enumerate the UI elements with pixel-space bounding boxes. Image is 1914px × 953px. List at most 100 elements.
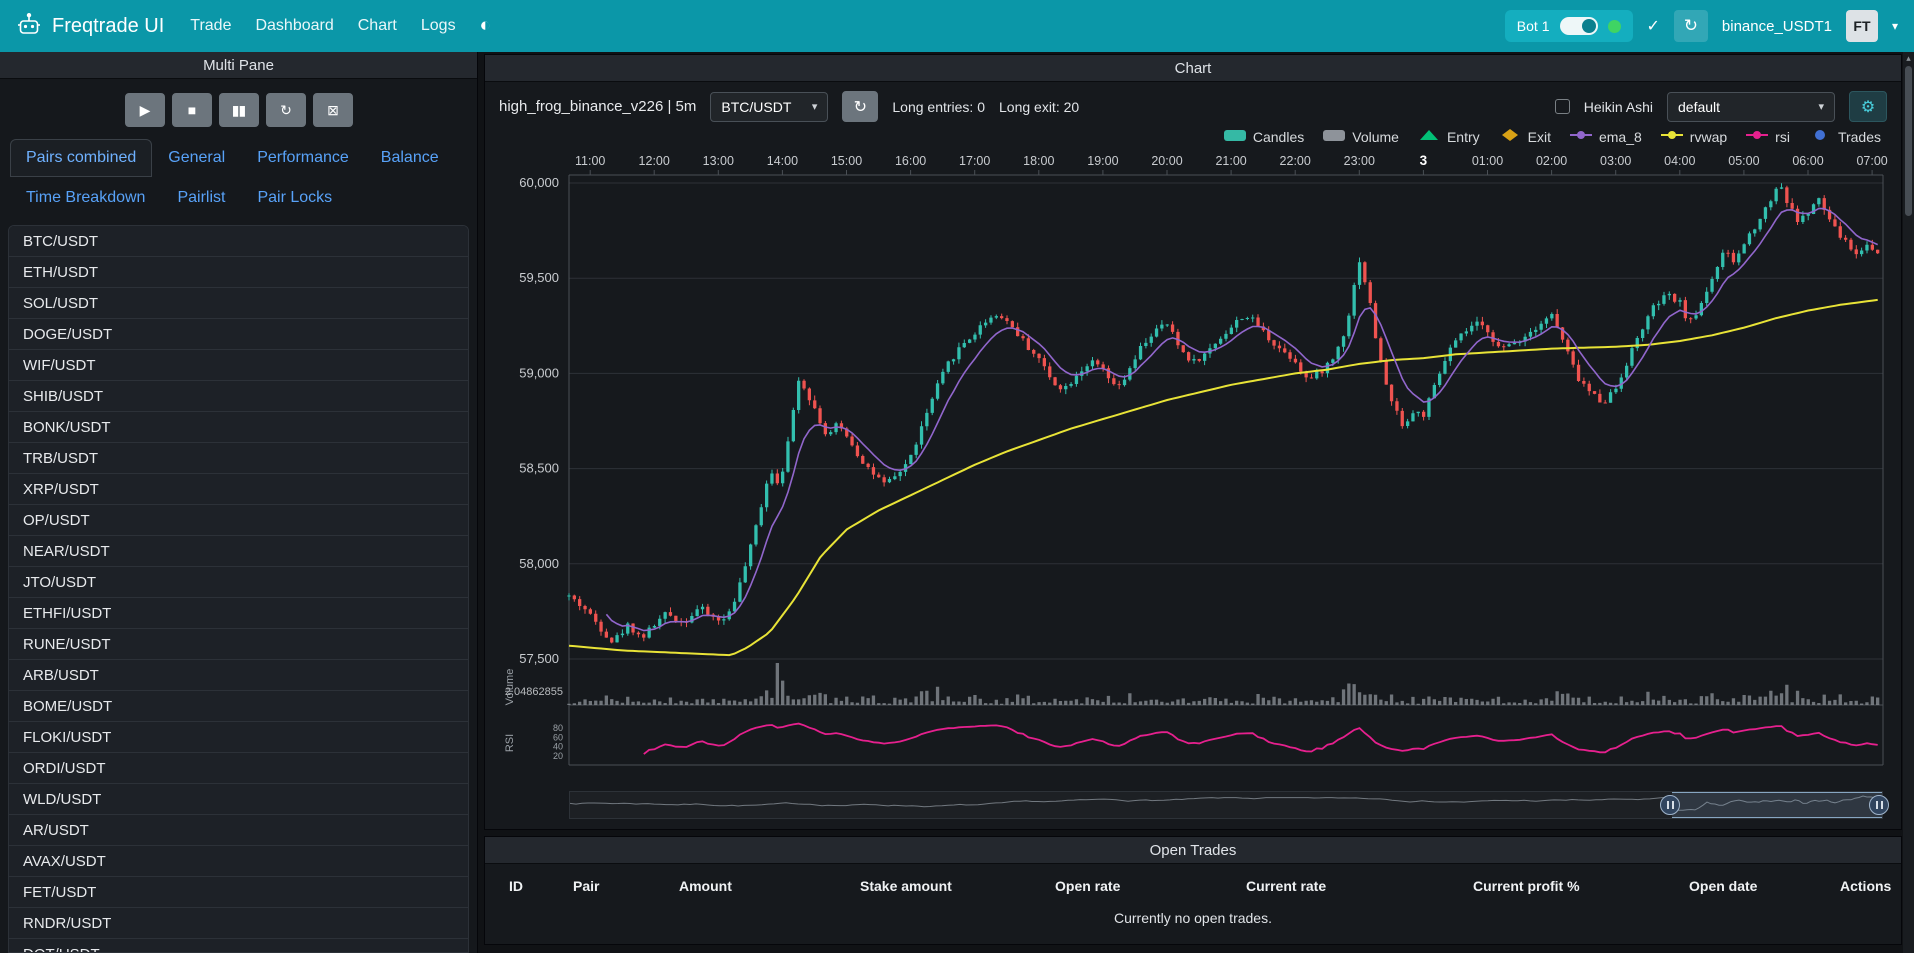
legend-item-rvwap[interactable]: rvwap bbox=[1660, 128, 1727, 145]
pair-list-item[interactable]: BOME/USDT bbox=[9, 691, 468, 722]
bot-name: Bot 1 bbox=[1517, 18, 1550, 34]
svg-text:07:00: 07:00 bbox=[1856, 154, 1887, 168]
tab-general[interactable]: General bbox=[152, 139, 241, 177]
pair-list-item[interactable]: RNDR/USDT bbox=[9, 908, 468, 939]
svg-text:57,500: 57,500 bbox=[519, 651, 559, 666]
column-header: ID bbox=[509, 870, 573, 902]
pair-list-item[interactable]: FLOKI/USDT bbox=[9, 722, 468, 753]
no-trades-message: Currently no open trades. bbox=[485, 902, 1901, 936]
robot-icon bbox=[16, 12, 42, 41]
chart-refresh-button[interactable]: ↻ bbox=[842, 91, 878, 122]
legend-item-trades[interactable]: Trades bbox=[1808, 128, 1881, 145]
pair-list-item[interactable]: ETHFI/USDT bbox=[9, 598, 468, 629]
pair-list-item[interactable]: SOL/USDT bbox=[9, 288, 468, 319]
chevron-down-icon: ▾ bbox=[812, 100, 818, 113]
heikin-ashi-label: Heikin Ashi bbox=[1584, 99, 1653, 115]
pair-list-item[interactable]: ORDI/USDT bbox=[9, 753, 468, 784]
clear-chart-button[interactable]: ⊠ bbox=[313, 93, 353, 127]
svg-text:13:00: 13:00 bbox=[703, 154, 734, 168]
svg-text:04:00: 04:00 bbox=[1664, 154, 1695, 168]
chevron-down-icon: ▾ bbox=[1818, 100, 1824, 113]
chevron-down-icon[interactable]: ▾ bbox=[1892, 19, 1898, 33]
legend-item-entry[interactable]: Entry bbox=[1417, 128, 1480, 145]
scroll-up-icon[interactable]: ▴ bbox=[1906, 52, 1911, 64]
chart-card: Chart high_frog_binance_v226 | 5m BTC/US… bbox=[484, 54, 1902, 830]
avatar[interactable]: FT bbox=[1846, 10, 1878, 42]
global-refresh-button[interactable]: ↻ bbox=[1674, 10, 1708, 42]
page-scrollbar[interactable]: ▴ bbox=[1903, 52, 1914, 953]
pair-list-item[interactable]: SHIB/USDT bbox=[9, 381, 468, 412]
pair-list-item[interactable]: ARB/USDT bbox=[9, 660, 468, 691]
svg-text:22:00: 22:00 bbox=[1280, 154, 1311, 168]
tab-pair-locks[interactable]: Pair Locks bbox=[241, 179, 348, 217]
pair-list-item[interactable]: DOGE/USDT bbox=[9, 319, 468, 350]
datazoom-handle-left[interactable] bbox=[1660, 795, 1680, 815]
pair-list-item[interactable]: ETH/USDT bbox=[9, 257, 468, 288]
scrollbar-thumb[interactable] bbox=[1905, 66, 1912, 216]
pane-tabs: Pairs combinedGeneralPerformanceBalance T… bbox=[0, 139, 477, 217]
pair-list-item[interactable]: AVAX/USDT bbox=[9, 846, 468, 877]
nav-item-chart[interactable]: Chart bbox=[358, 17, 397, 35]
heikin-ashi-checkbox[interactable] bbox=[1555, 99, 1570, 114]
bot-selector[interactable]: Bot 1 bbox=[1505, 10, 1633, 42]
datazoom-handle-right[interactable] bbox=[1869, 795, 1889, 815]
svg-text:RSI: RSI bbox=[504, 734, 516, 752]
datazoom-window[interactable] bbox=[1672, 792, 1882, 818]
reload-icon: ↻ bbox=[280, 102, 291, 119]
tab-time-breakdown[interactable]: Time Breakdown bbox=[10, 179, 161, 217]
multi-pane-header: Multi Pane bbox=[0, 52, 477, 79]
legend-item-candles[interactable]: Candles bbox=[1223, 128, 1304, 145]
nav-item-dashboard[interactable]: Dashboard bbox=[255, 17, 333, 35]
svg-text:01:00: 01:00 bbox=[1472, 154, 1503, 168]
pair-list-item[interactable]: BTC/USDT bbox=[9, 226, 468, 257]
svg-text:20: 20 bbox=[553, 751, 563, 761]
legend-item-ema_8[interactable]: ema_8 bbox=[1569, 128, 1642, 145]
nav-item-logs[interactable]: Logs bbox=[421, 17, 456, 35]
multi-pane-panel: Multi Pane ▶■ ▮▮ ↻ ⊠ Pairs combinedGeneralP… bbox=[0, 52, 478, 953]
pair-list-item[interactable]: XRP/USDT bbox=[9, 474, 468, 505]
pair-list-item[interactable]: TRB/USDT bbox=[9, 443, 468, 474]
pair-select-value: BTC/USDT bbox=[721, 99, 791, 115]
plot-config-select[interactable]: default ▾ bbox=[1667, 92, 1835, 122]
legend-marker-icon bbox=[1660, 128, 1684, 145]
stop-button[interactable]: ■ bbox=[172, 93, 212, 127]
pair-list: BTC/USDTETH/USDTSOL/USDTDOGE/USDTWIF/USD… bbox=[8, 225, 469, 953]
legend-marker-icon bbox=[1569, 128, 1593, 145]
playback-controls: ▶■ ▮▮ ↻ ⊠ bbox=[0, 79, 477, 139]
tab-performance[interactable]: Performance bbox=[241, 139, 365, 177]
gear-icon[interactable]: ⚙ bbox=[1849, 91, 1887, 122]
datazoom-slider[interactable] bbox=[569, 791, 1883, 819]
column-header: Open date bbox=[1689, 870, 1840, 902]
theme-toggle-icon[interactable]: ◐ bbox=[480, 15, 491, 37]
navbar-right: Bot 1 ✓ ↻ binance_USDT1 FT ▾ bbox=[1505, 10, 1898, 42]
pair-list-item[interactable]: JTO/USDT bbox=[9, 567, 468, 598]
column-header: Pair bbox=[573, 870, 679, 902]
tab-balance[interactable]: Balance bbox=[365, 139, 455, 177]
pair-list-item[interactable]: RUNE/USDT bbox=[9, 629, 468, 660]
open-trades-card: Open Trades IDPairAmountStake amountOpen… bbox=[484, 836, 1902, 945]
pair-list-item[interactable]: NEAR/USDT bbox=[9, 536, 468, 567]
legend-item-volume[interactable]: Volume bbox=[1322, 128, 1399, 145]
pair-list-item[interactable]: OP/USDT bbox=[9, 505, 468, 536]
legend-item-rsi[interactable]: rsi bbox=[1745, 128, 1790, 145]
tab-pairs-combined[interactable]: Pairs combined bbox=[10, 139, 152, 177]
reload-button[interactable]: ↻ bbox=[266, 93, 306, 127]
legend-item-exit[interactable]: Exit bbox=[1498, 128, 1551, 145]
play-button[interactable]: ▶ bbox=[125, 93, 165, 127]
bot-toggle[interactable] bbox=[1560, 17, 1598, 35]
chart-box: 60,00059,50059,00058,50058,00057,50011:0… bbox=[485, 149, 1901, 789]
pair-list-item[interactable]: WIF/USDT bbox=[9, 350, 468, 381]
chart-toolbar: high_frog_binance_v226 | 5m BTC/USDT ▾ ↻… bbox=[485, 82, 1901, 126]
pause-button[interactable]: ▮▮ bbox=[219, 93, 259, 127]
pair-list-item[interactable]: AR/USDT bbox=[9, 815, 468, 846]
pair-list-item[interactable]: FET/USDT bbox=[9, 877, 468, 908]
pair-list-item[interactable]: WLD/USDT bbox=[9, 784, 468, 815]
pair-list-item[interactable]: BONK/USDT bbox=[9, 412, 468, 443]
pair-select[interactable]: BTC/USDT ▾ bbox=[710, 92, 828, 122]
svg-text:02:00: 02:00 bbox=[1536, 154, 1567, 168]
nav-item-trade[interactable]: Trade bbox=[190, 17, 231, 35]
pause-icon: ▮▮ bbox=[232, 102, 245, 119]
tab-pairlist[interactable]: Pairlist bbox=[161, 179, 241, 217]
pair-list-item[interactable]: DOT/USDT bbox=[9, 939, 468, 953]
price-chart[interactable]: 60,00059,50059,00058,50058,00057,50011:0… bbox=[485, 149, 1901, 789]
